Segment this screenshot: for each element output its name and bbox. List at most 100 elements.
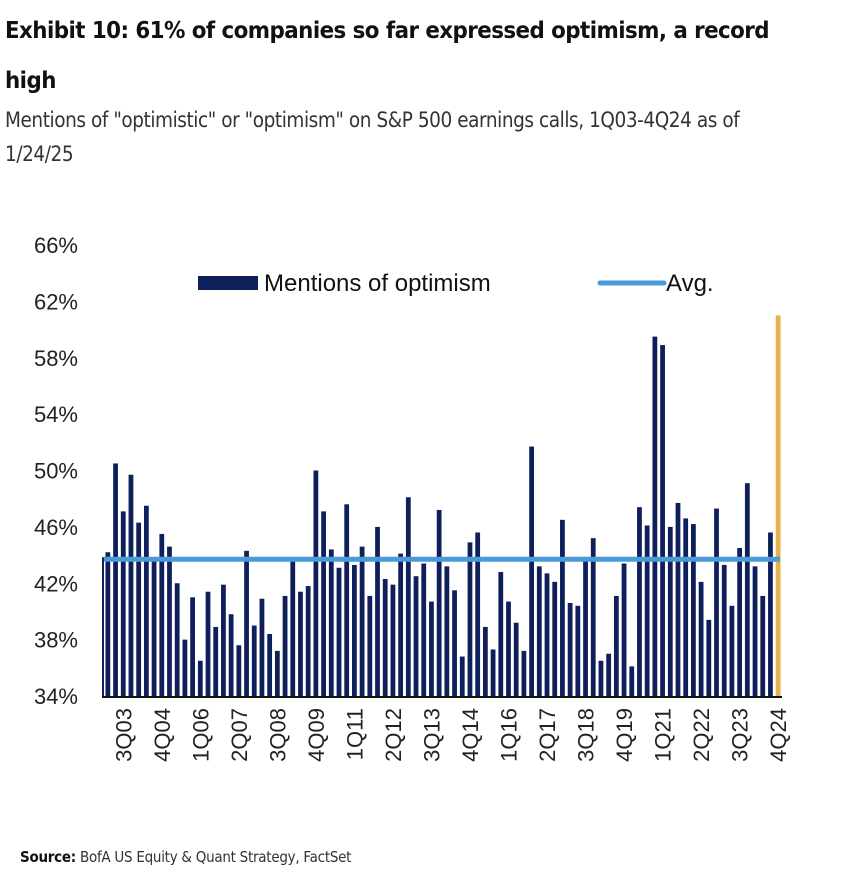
bar xyxy=(629,666,635,696)
bar xyxy=(482,626,488,696)
bar xyxy=(182,639,188,697)
bar xyxy=(274,650,280,696)
bar xyxy=(467,542,473,696)
x-tick-label: 1Q21 xyxy=(651,708,676,762)
x-tick-label: 1Q16 xyxy=(496,708,521,762)
bars xyxy=(102,315,782,698)
bar xyxy=(136,522,142,696)
bar xyxy=(583,557,588,696)
bar xyxy=(714,508,719,696)
bar xyxy=(313,470,319,696)
legend: Mentions of optimism Avg. xyxy=(198,270,714,297)
bar-chart: 34% 38% 42% 46% 50% 54% 58% 62% 66% Mentions of … xyxy=(34,233,791,762)
bar xyxy=(729,605,735,696)
bar xyxy=(151,559,157,696)
bar xyxy=(721,564,727,696)
y-axis: 34% 38% 42% 46% 50% 54% 58% 62% 66% xyxy=(34,233,104,709)
bar xyxy=(436,509,442,696)
bar xyxy=(667,526,673,697)
bar xyxy=(698,581,704,696)
bar xyxy=(382,579,388,696)
bar xyxy=(513,622,519,696)
bar xyxy=(405,497,411,696)
bar xyxy=(190,597,195,696)
x-tick-label: 4Q19 xyxy=(612,708,637,762)
bar xyxy=(159,533,165,696)
x-tick-label: 2Q22 xyxy=(689,708,714,762)
x-tick-label: 3Q23 xyxy=(728,708,753,762)
bar xyxy=(290,557,296,696)
bar xyxy=(506,601,511,696)
y-tick-label: 46% xyxy=(34,515,78,540)
x-tick-label: 1Q11 xyxy=(342,708,367,760)
bar xyxy=(197,660,203,696)
x-axis: 3Q03 4Q04 1Q06 2Q07 3Q08 4Q09 1Q11 2Q12 3Q13 4Q14… xyxy=(111,708,791,762)
bar xyxy=(282,595,288,696)
x-tick-label: 4Q14 xyxy=(458,708,483,762)
bar xyxy=(298,591,303,696)
bar xyxy=(552,581,558,696)
bar xyxy=(413,576,419,696)
bar xyxy=(560,519,565,696)
bar xyxy=(328,549,334,696)
bar xyxy=(213,626,219,696)
bar xyxy=(352,564,357,696)
y-tick-label: 62% xyxy=(34,289,78,314)
bar xyxy=(120,511,126,696)
source-label: Source: xyxy=(20,848,76,866)
bar xyxy=(544,573,550,696)
bar xyxy=(305,586,311,696)
bar xyxy=(143,505,149,696)
bar xyxy=(768,532,773,696)
bar xyxy=(621,563,627,696)
x-tick-label: 3Q13 xyxy=(419,708,444,762)
bar-highlight xyxy=(775,315,781,696)
bar xyxy=(575,605,581,696)
bar xyxy=(536,566,542,696)
source-text: BofA US Equity & Quant Strategy, FactSet xyxy=(75,848,352,866)
bar xyxy=(421,563,427,696)
source-note: Source: BofA US Equity & Quant Strategy,… xyxy=(20,848,351,866)
bar xyxy=(675,502,681,696)
bar xyxy=(683,518,689,696)
x-tick-label: 4Q04 xyxy=(150,708,175,762)
bar xyxy=(398,553,404,696)
bar xyxy=(336,567,342,696)
bar xyxy=(205,591,211,696)
bar xyxy=(244,550,249,696)
bar xyxy=(637,507,642,696)
x-tick-label: 4Q09 xyxy=(304,708,329,762)
bar xyxy=(259,598,265,696)
bar xyxy=(429,601,434,696)
y-tick-label: 34% xyxy=(34,684,78,709)
x-tick-label: 1Q06 xyxy=(188,708,213,762)
bar xyxy=(221,584,226,696)
y-tick-label: 50% xyxy=(34,459,78,484)
bar xyxy=(737,548,743,696)
bar xyxy=(390,584,396,696)
bar xyxy=(359,546,365,696)
x-tick-label: 2Q07 xyxy=(227,708,252,762)
legend-label-mentions: Mentions of optimism xyxy=(264,270,491,297)
bar xyxy=(174,583,180,696)
bar xyxy=(375,526,380,697)
bar xyxy=(251,625,257,696)
bar xyxy=(498,571,504,696)
bar xyxy=(590,538,596,696)
y-tick-label: 58% xyxy=(34,346,78,371)
bar xyxy=(567,602,573,696)
x-tick-label: 4Q24 xyxy=(766,708,791,762)
bar xyxy=(521,650,527,696)
bar xyxy=(644,525,650,696)
bar xyxy=(267,633,273,696)
bar xyxy=(452,590,457,696)
bar xyxy=(598,660,604,696)
chart-subtitle: Mentions of "optimistic" or "optimism" o… xyxy=(5,108,740,166)
x-tick-label: 2Q17 xyxy=(535,708,560,762)
y-tick-label: 38% xyxy=(34,628,78,653)
legend-bar-swatch xyxy=(198,276,258,290)
bar xyxy=(752,566,758,696)
bar xyxy=(475,532,481,696)
bar xyxy=(490,649,496,696)
bar xyxy=(228,614,234,696)
